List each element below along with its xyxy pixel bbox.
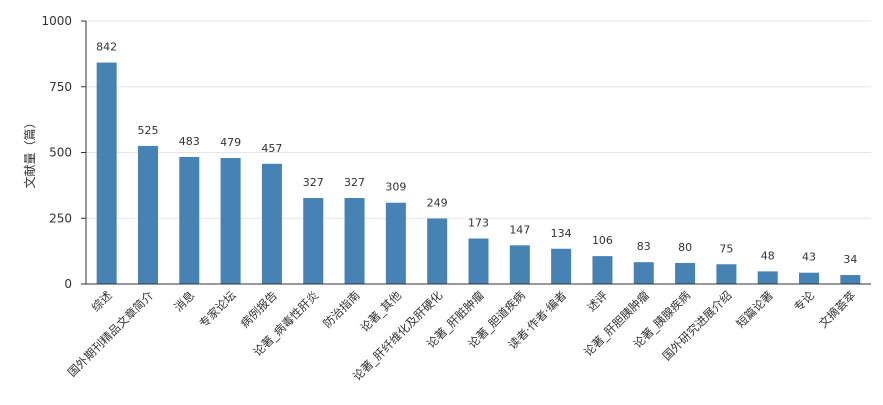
bar[interactable] — [427, 218, 448, 284]
data-label: 525 — [137, 124, 158, 137]
x-tick-label: 病例报告 — [238, 288, 280, 330]
data-label: 83 — [637, 240, 651, 253]
bar[interactable] — [303, 197, 324, 284]
data-label: 147 — [509, 223, 530, 236]
bars — [96, 62, 861, 284]
y-tick-label: 0 — [64, 277, 72, 291]
y-tick-label: 500 — [49, 146, 72, 160]
x-tick-label: 述评 — [584, 288, 611, 315]
data-label: 34 — [843, 253, 857, 266]
bar[interactable] — [468, 238, 489, 284]
x-tick-label: 消息 — [171, 288, 197, 314]
data-label: 483 — [179, 135, 200, 148]
data-label: 327 — [344, 176, 365, 189]
bar[interactable] — [799, 272, 820, 284]
y-axis-ticks: 0 250 500 750 1000 — [41, 14, 86, 291]
y-tick-label: 1000 — [41, 14, 72, 28]
bar[interactable] — [757, 271, 778, 284]
y-tick-label: 750 — [49, 80, 72, 94]
data-label: 249 — [427, 197, 448, 210]
bar[interactable] — [220, 158, 241, 284]
bar[interactable] — [344, 197, 365, 284]
data-label: 106 — [592, 234, 613, 247]
x-tick-label: 防治指南 — [320, 288, 362, 330]
bar[interactable] — [716, 264, 737, 284]
bar[interactable] — [840, 275, 861, 284]
data-label: 48 — [761, 249, 775, 262]
y-axis-title: 文献量（篇） — [22, 116, 37, 188]
data-label: 457 — [261, 142, 282, 155]
grid-lines — [86, 20, 871, 219]
data-label: 134 — [551, 227, 572, 240]
bar[interactable] — [633, 262, 654, 284]
data-label: 842 — [96, 41, 117, 54]
bar[interactable] — [509, 245, 530, 284]
x-tick-label: 专论 — [791, 288, 818, 315]
data-label: 479 — [220, 136, 241, 149]
bar[interactable] — [551, 248, 572, 284]
bar[interactable] — [261, 163, 282, 284]
bar[interactable] — [385, 202, 406, 284]
value-labels: 842 525 483 479 457 327 327 309 249 173 147 134 106 8… — [96, 41, 857, 267]
data-label: 309 — [385, 181, 406, 194]
x-tick-label: 文摘荟萃 — [816, 288, 858, 330]
bar[interactable] — [179, 156, 200, 284]
data-label: 173 — [468, 217, 489, 230]
x-tick-label: 专家论坛 — [196, 288, 239, 331]
data-label: 327 — [303, 176, 324, 189]
y-tick-label: 250 — [49, 211, 72, 225]
data-label: 80 — [678, 241, 692, 254]
x-tick-label: 短篇论著 — [733, 288, 775, 330]
bar[interactable] — [96, 62, 117, 284]
data-label: 75 — [719, 242, 733, 255]
data-label: 43 — [802, 251, 816, 264]
bar[interactable] — [137, 145, 158, 284]
bar[interactable] — [592, 256, 613, 284]
x-tick-label: 综述 — [89, 288, 116, 315]
bar[interactable] — [675, 262, 696, 284]
